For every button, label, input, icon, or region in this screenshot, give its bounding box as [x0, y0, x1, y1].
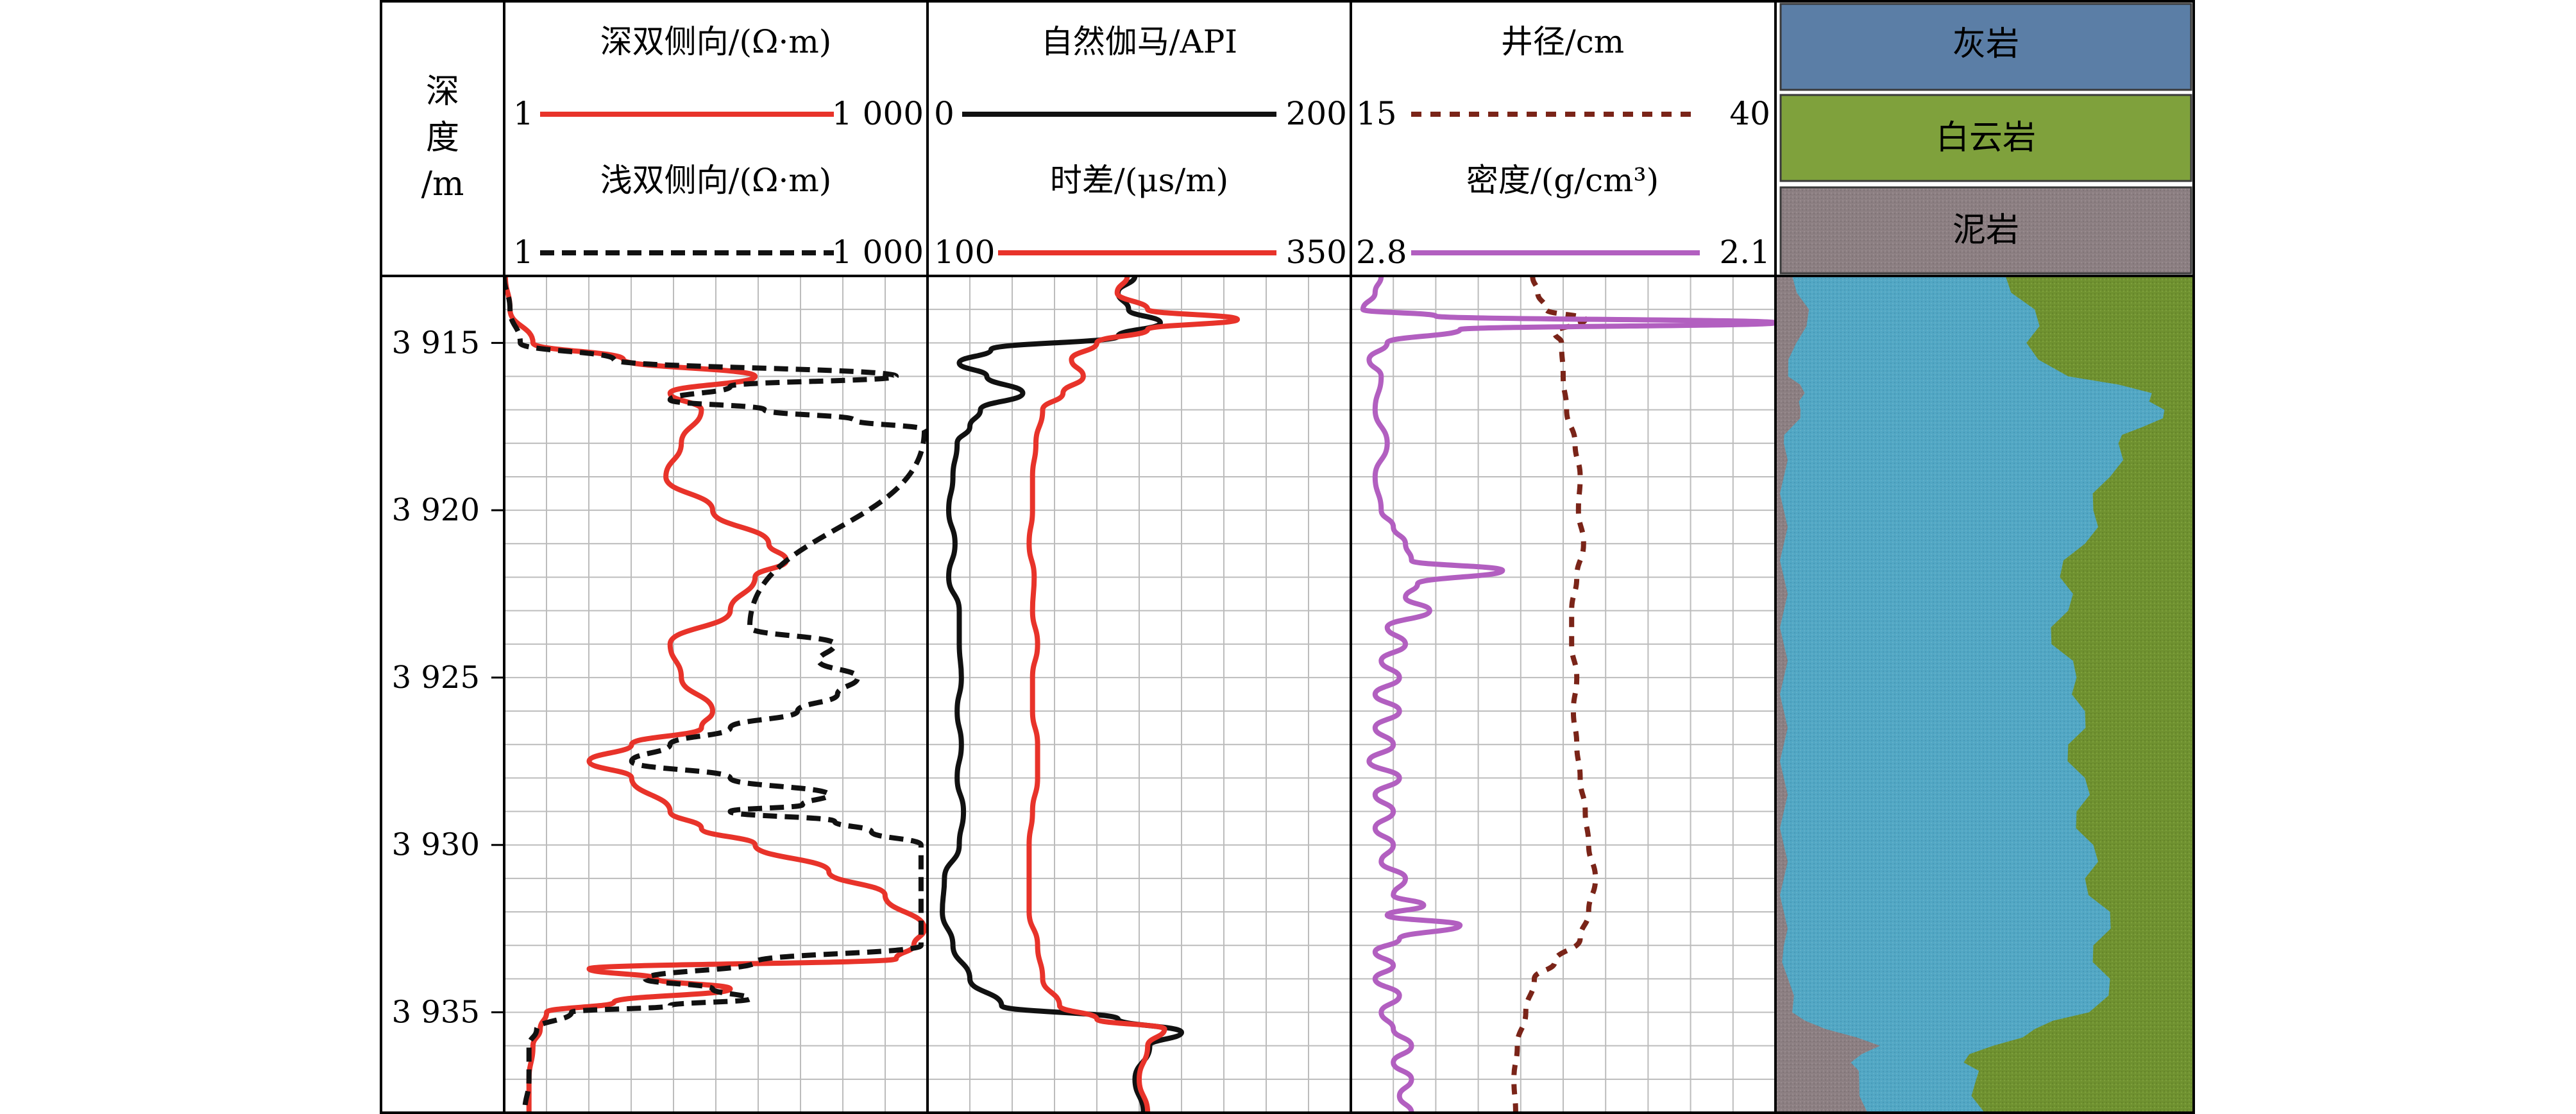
frame — [380, 0, 2195, 1114]
res-curve1-title: 深双侧向/(Ω·m) — [600, 23, 832, 60]
legend-mudstone-label: 泥岩 — [1953, 211, 2019, 250]
track-header-gr-ac: 自然伽马/API 0 200 时差/(μs/m) 100 350 — [934, 23, 1347, 271]
curve-gr_ac-3 — [1026, 276, 1241, 1113]
ac-min: 100 — [934, 234, 995, 271]
curve-cal_den-5 — [1360, 276, 1775, 1113]
legend-mudstone-box — [1779, 186, 2192, 275]
track-header-resistivity: 深双侧向/(Ω·m) 1 1 000 浅双侧向/(Ω·m) 1 1 000 — [513, 23, 924, 271]
depth-label-2: 度 — [426, 119, 459, 157]
cal-min: 15 — [1356, 95, 1397, 132]
cal-max: 40 — [1729, 95, 1770, 132]
lithology-legend: 灰岩 白云岩 泥岩 — [1779, 3, 2192, 275]
res-curve1-min: 1 — [513, 95, 534, 132]
log-curves — [504, 276, 1775, 1113]
depth-tick-label: 3 925 — [392, 660, 480, 696]
den-min: 2.8 — [1356, 234, 1407, 271]
curve-gr_ac-2 — [940, 276, 1184, 1113]
res-curve2-title: 浅双侧向/(Ω·m) — [600, 162, 832, 199]
ac-max: 350 — [1286, 234, 1347, 271]
res-curve1-max: 1 000 — [832, 95, 924, 132]
depth-tick-label: 3 935 — [392, 995, 480, 1031]
legend-limestone-label: 灰岩 — [1953, 25, 2019, 64]
depth-tick-label: 3 920 — [392, 492, 480, 528]
legend-limestone-box — [1779, 3, 2192, 91]
den-max: 2.1 — [1719, 234, 1770, 271]
gr-max: 200 — [1286, 95, 1347, 132]
depth-tick-label: 3 915 — [392, 325, 480, 361]
grid-lines — [504, 275, 1775, 1113]
mudstone-area — [1775, 276, 1880, 1113]
depth-axis: 3 915 3 920 3 925 3 930 3 935 — [392, 325, 504, 1031]
curve-cal_den-4 — [1511, 276, 1598, 1113]
res-curve2-min: 1 — [513, 234, 534, 271]
gr-title: 自然伽马/API — [1041, 23, 1237, 60]
legend-dolomite-box — [1779, 94, 2192, 182]
track-header-cal-den: 井径/cm 15 40 密度/(g/cm³) 2.8 2.1 — [1356, 23, 1770, 271]
depth-label-3: /m — [421, 165, 464, 203]
cal-title: 井径/cm — [1501, 23, 1624, 60]
legend-dolomite-label: 白云岩 — [1936, 119, 2036, 157]
den-title: 密度/(g/cm³) — [1466, 162, 1659, 199]
depth-label-1: 深 — [426, 73, 459, 111]
gr-min: 0 — [934, 95, 954, 132]
outer-frame — [380, 0, 2195, 1114]
curve-resistivity-0 — [504, 276, 928, 1113]
limestone-area — [1775, 276, 2165, 1113]
depth-header: 深 度 /m — [421, 73, 464, 203]
ac-title: 时差/(μs/m) — [1050, 162, 1228, 199]
depth-tick-label: 3 930 — [392, 827, 480, 863]
lithology-column — [1775, 276, 2194, 1113]
res-curve2-max: 1 000 — [832, 234, 924, 271]
curve-resistivity-1 — [504, 276, 928, 1113]
